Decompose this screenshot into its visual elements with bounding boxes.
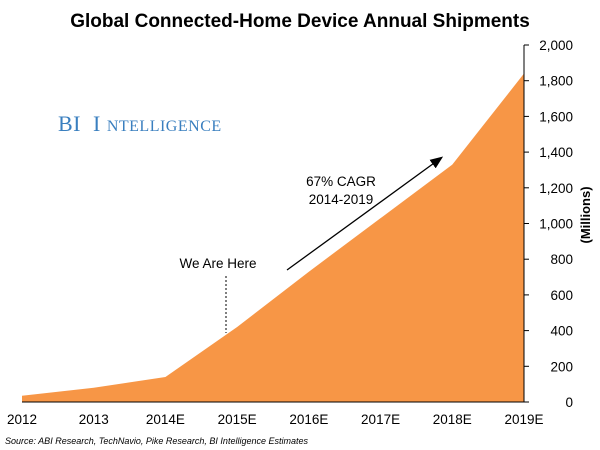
- brand-bi: BI: [58, 111, 81, 136]
- y-tick-label: 800: [550, 252, 573, 267]
- brand-rest: NTELLIGENCE: [107, 118, 222, 135]
- cagr-label-line1: 67% CAGR: [306, 174, 376, 189]
- we-are-here-annotation: We Are Here: [179, 256, 257, 333]
- x-tick-label: 2013: [79, 412, 109, 427]
- source-note: Source: ABI Research, TechNavio, Pike Re…: [5, 436, 308, 446]
- we-are-here-label: We Are Here: [179, 256, 256, 271]
- y-tick-label: 1,400: [539, 145, 573, 160]
- x-tick-label: 2015E: [218, 412, 257, 427]
- y-tick-label: 2,000: [539, 38, 573, 53]
- chart-title: Global Connected-Home Device Annual Ship…: [70, 11, 530, 32]
- y-tick-label: 600: [550, 288, 573, 303]
- x-tick-labels: 2012 2013 2014E 2015E 2016E 2017E 2018E 2019E: [7, 412, 544, 427]
- x-tick-label: 2012: [7, 412, 37, 427]
- y-tick-label: 200: [550, 359, 573, 374]
- y-axis-label: (Millions): [578, 186, 593, 243]
- y-tick-label: 1,800: [539, 74, 573, 89]
- x-tick-label: 2019E: [504, 412, 543, 427]
- shipments-area: [22, 73, 524, 402]
- y-tick-label: 400: [550, 324, 573, 339]
- brand-text: BI I NTELLIGENCE: [58, 111, 222, 136]
- cagr-arrow: [286, 156, 444, 271]
- x-tick-label: 2014E: [146, 412, 185, 427]
- y-tick-labels: 0 200 400 600 800 1,000 1,200 1,400 1,600 1,800 2,…: [524, 38, 573, 410]
- x-tick-label: 2018E: [433, 412, 472, 427]
- y-tick-label: 1,200: [539, 181, 573, 196]
- y-tick-label: 1,600: [539, 109, 573, 124]
- x-tick-label: 2016E: [289, 412, 328, 427]
- y-tick-label: 1,000: [539, 217, 573, 232]
- cagr-annotation: 67% CAGR 2014-2019: [286, 156, 444, 271]
- cagr-label-line2: 2014-2019: [309, 192, 374, 207]
- brand-initial: I: [93, 111, 101, 136]
- y-tick-label: 0: [565, 395, 573, 410]
- x-tick-label: 2017E: [361, 412, 400, 427]
- brand-logo: BI I NTELLIGENCE: [58, 111, 222, 136]
